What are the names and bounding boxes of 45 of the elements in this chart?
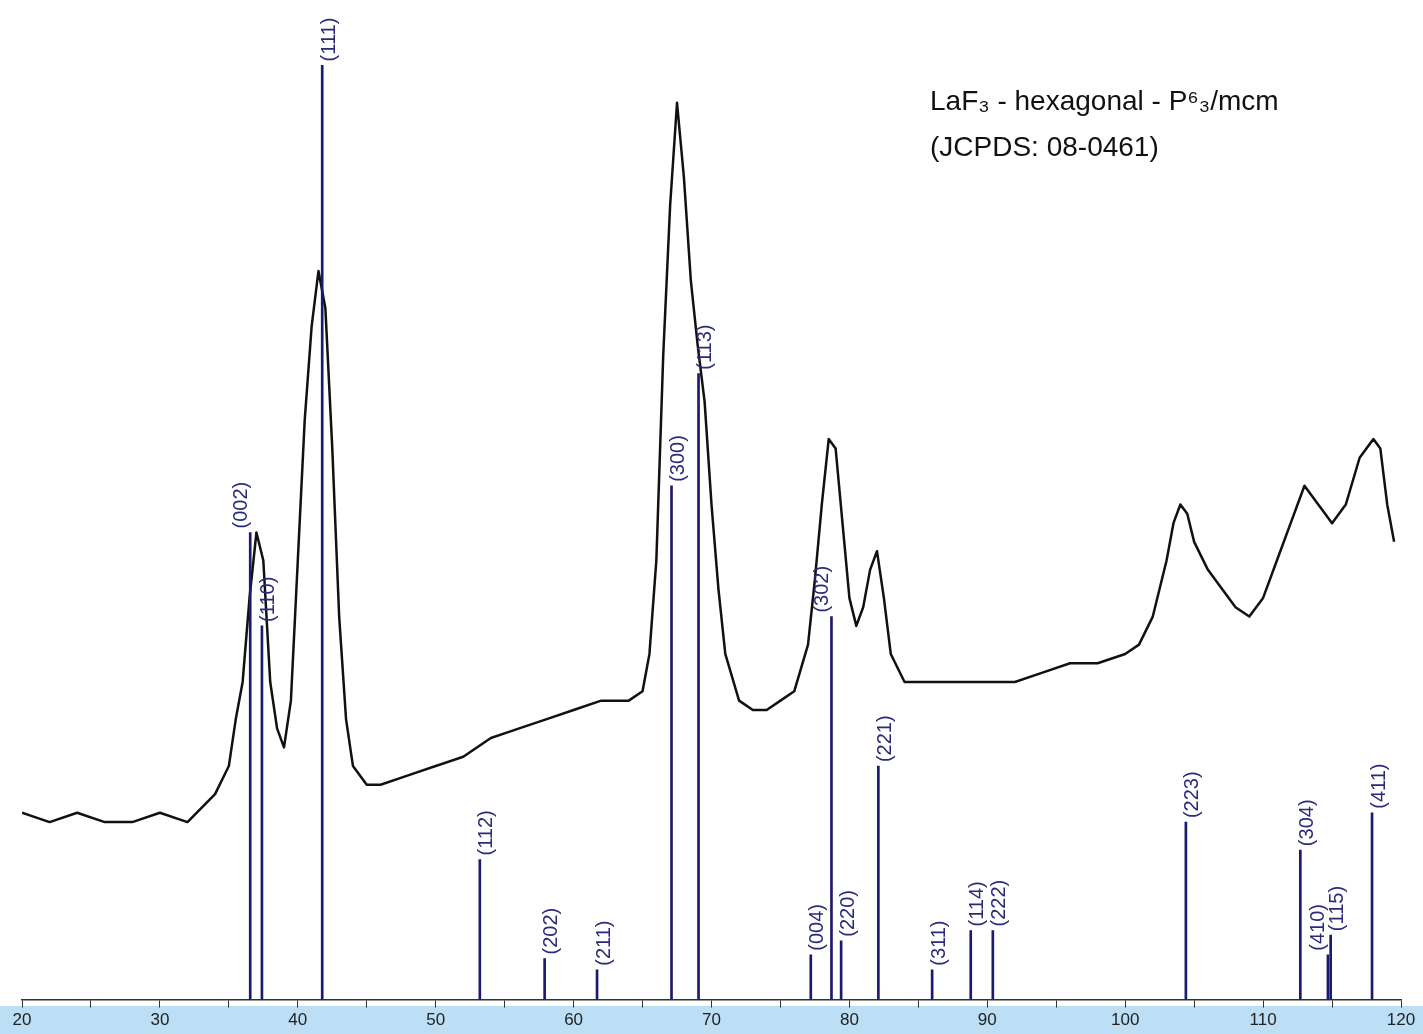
bar: [877, 765, 880, 1000]
annotation: (110): [256, 576, 279, 622]
x-tick-label: 100: [1111, 1010, 1140, 1030]
x-tick-label: 30: [150, 1010, 170, 1030]
annotation: LaF₃ - hexagonal - P⁶₃/mcm: [930, 85, 1279, 116]
x-tick-label: 40: [288, 1010, 308, 1030]
annotation: (300): [666, 435, 689, 482]
bar: [670, 485, 673, 1000]
x-tick-label: 60: [564, 1010, 584, 1030]
bar: [478, 859, 482, 1000]
annotation: (114): [965, 881, 988, 927]
bar: [320, 65, 324, 1000]
annotation: (411): [1366, 763, 1389, 809]
x-tick-label: 20: [12, 1010, 32, 1030]
x-tick-label: 120: [1386, 1010, 1416, 1030]
annotation: (220): [835, 890, 858, 937]
annotation: (111): [316, 17, 339, 62]
annotation: (223): [1180, 771, 1203, 819]
bar: [248, 532, 252, 1000]
bar: [830, 616, 833, 1000]
annotation: (304): [1294, 799, 1317, 847]
bar: [1329, 934, 1332, 1000]
annotation: (112): [474, 810, 497, 856]
bar: [697, 373, 700, 1000]
x-tick-label: 80: [839, 1010, 859, 1030]
x-tick-label: 70: [702, 1010, 721, 1030]
bar: [991, 930, 995, 1000]
annotation: (221): [872, 715, 895, 763]
annotation: (113): [693, 324, 716, 370]
annotation: (302): [809, 565, 832, 613]
annotation: (002): [228, 481, 251, 529]
bar: [969, 930, 973, 1000]
annotation: (311): [926, 920, 949, 966]
bar: [809, 954, 813, 1000]
x-tick-label: 50: [426, 1010, 446, 1030]
bar: [1299, 849, 1302, 1000]
annotation: (211): [591, 920, 614, 966]
x-tick-label: 90: [977, 1010, 997, 1030]
bar: [543, 958, 546, 1000]
annotation: (004): [805, 904, 828, 951]
annotation: (202): [539, 907, 562, 955]
annotation: (222): [987, 879, 1010, 927]
x-tick-label: 110: [1249, 1010, 1277, 1030]
annotation: (410): [1306, 904, 1329, 951]
annotation: (JCPDS: 08-0461): [930, 131, 1159, 162]
